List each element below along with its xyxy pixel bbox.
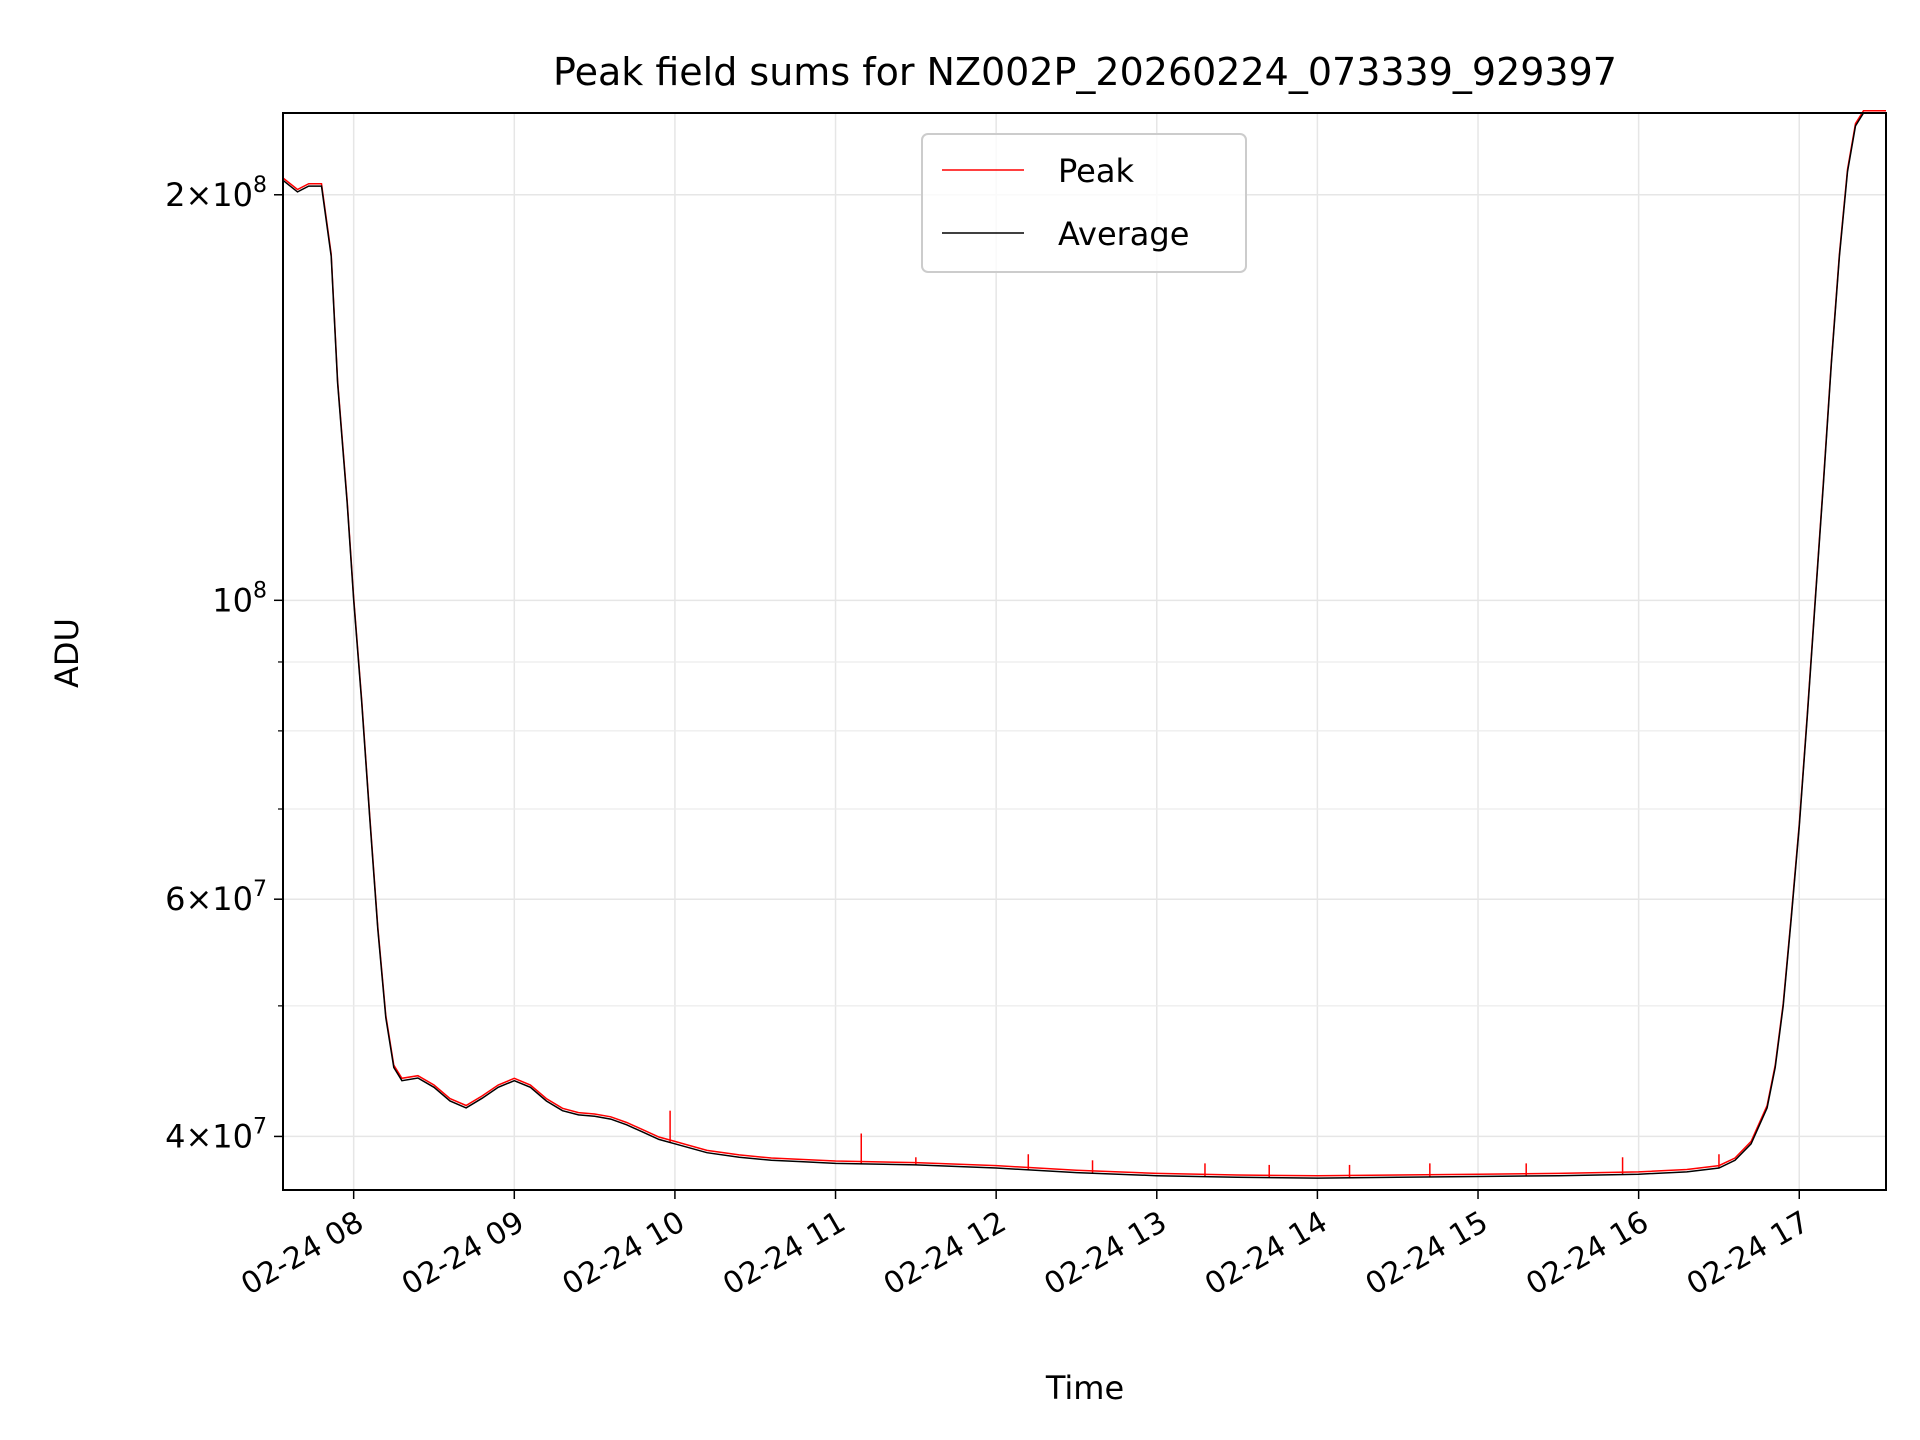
chart-title: Peak field sums for NZ002P_20260224_0733…	[553, 50, 1617, 94]
average-series-line	[282, 112, 1886, 1179]
grid-layer	[283, 113, 1886, 1190]
x-axis-label: Time	[1045, 1369, 1124, 1407]
legend: Peak Average	[921, 133, 1247, 273]
legend-box	[921, 133, 1247, 273]
legend-average-label: Average	[1058, 215, 1189, 253]
plot-frame	[282, 112, 1887, 1191]
y-tick-label: 6×107	[165, 877, 267, 918]
legend-peak-label: Peak	[1058, 152, 1134, 190]
series-layer	[282, 109, 1886, 1179]
y-tick-label: 108	[212, 578, 267, 619]
y-tick-label: 4×107	[165, 1114, 267, 1155]
y-axis-label: ADU	[48, 618, 86, 688]
y-tick-label: 2×108	[165, 173, 267, 214]
